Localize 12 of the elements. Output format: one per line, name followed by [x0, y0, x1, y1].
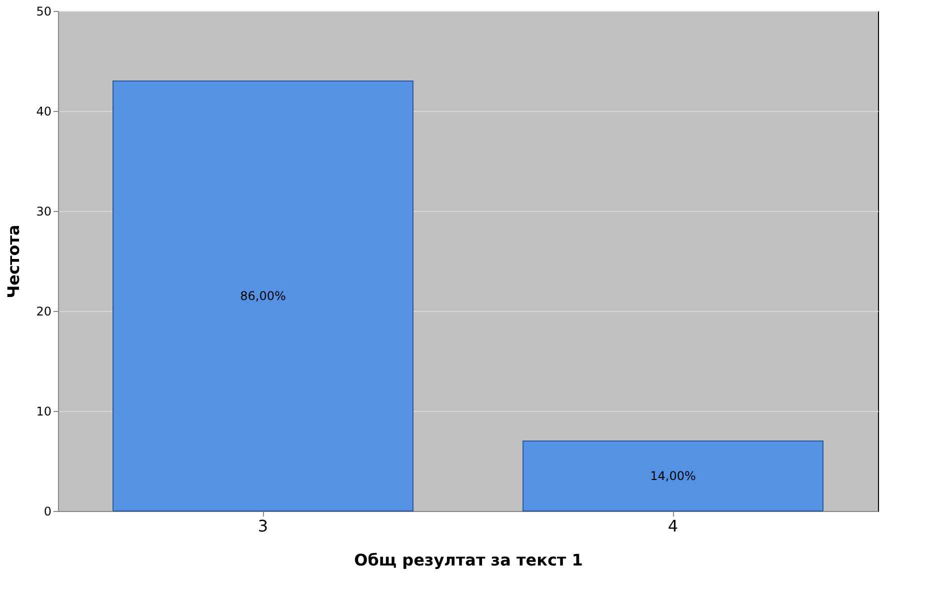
annotation: 86,00% [240, 289, 286, 303]
y-tick-label: 30 [36, 204, 52, 218]
annotation: 14,00% [650, 469, 696, 483]
x-tick-label: 3 [258, 516, 268, 536]
y-axis-title: Честота [4, 224, 24, 298]
x-axis-title: Общ резултат за текст 1 [354, 550, 583, 570]
y-tick-label: 50 [36, 4, 52, 18]
y-tick-label: 0 [44, 504, 52, 518]
x-tick-label: 4 [668, 516, 678, 536]
y-tick-label: 20 [36, 304, 52, 318]
y-tick-label: 40 [36, 104, 52, 118]
y-tick-label: 10 [36, 404, 52, 418]
